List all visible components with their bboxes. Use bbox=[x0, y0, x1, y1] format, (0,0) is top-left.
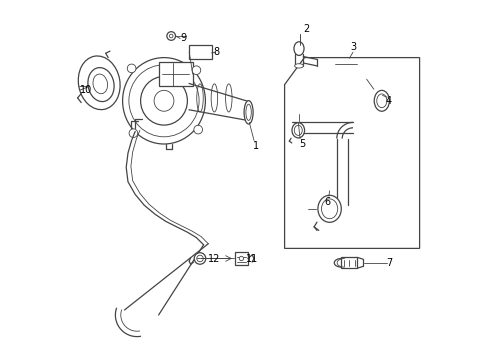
Ellipse shape bbox=[154, 90, 174, 111]
Ellipse shape bbox=[374, 90, 390, 111]
Text: 4: 4 bbox=[386, 96, 392, 106]
Bar bbox=[342, 257, 357, 268]
Bar bbox=[159, 62, 193, 86]
Ellipse shape bbox=[122, 58, 205, 144]
Polygon shape bbox=[285, 58, 419, 248]
Text: 11: 11 bbox=[246, 254, 258, 264]
Text: 9: 9 bbox=[181, 33, 187, 43]
Ellipse shape bbox=[294, 42, 304, 55]
Text: 5: 5 bbox=[299, 139, 306, 149]
Text: 8: 8 bbox=[213, 47, 219, 57]
Text: 10: 10 bbox=[80, 85, 92, 95]
Bar bbox=[189, 45, 212, 59]
Text: 1: 1 bbox=[253, 141, 259, 151]
Ellipse shape bbox=[318, 195, 342, 222]
Text: 12: 12 bbox=[208, 254, 220, 264]
Circle shape bbox=[197, 255, 203, 262]
Circle shape bbox=[239, 256, 244, 261]
Circle shape bbox=[127, 64, 136, 73]
Text: 3: 3 bbox=[350, 42, 356, 52]
Ellipse shape bbox=[246, 104, 251, 120]
Circle shape bbox=[192, 66, 201, 75]
Ellipse shape bbox=[294, 125, 302, 135]
Circle shape bbox=[194, 253, 206, 264]
Text: 7: 7 bbox=[386, 258, 392, 268]
Ellipse shape bbox=[93, 74, 108, 94]
Circle shape bbox=[129, 129, 138, 138]
Circle shape bbox=[170, 34, 173, 38]
Ellipse shape bbox=[88, 68, 114, 102]
Text: 2: 2 bbox=[303, 24, 309, 34]
Ellipse shape bbox=[244, 100, 253, 124]
Ellipse shape bbox=[78, 56, 120, 110]
Bar bbox=[235, 252, 248, 265]
Text: 6: 6 bbox=[325, 197, 331, 207]
Ellipse shape bbox=[321, 199, 338, 219]
Circle shape bbox=[167, 32, 175, 40]
Ellipse shape bbox=[292, 123, 305, 138]
Ellipse shape bbox=[294, 64, 303, 68]
Circle shape bbox=[194, 125, 202, 134]
Ellipse shape bbox=[129, 65, 199, 137]
Ellipse shape bbox=[377, 94, 387, 108]
Ellipse shape bbox=[141, 77, 187, 125]
